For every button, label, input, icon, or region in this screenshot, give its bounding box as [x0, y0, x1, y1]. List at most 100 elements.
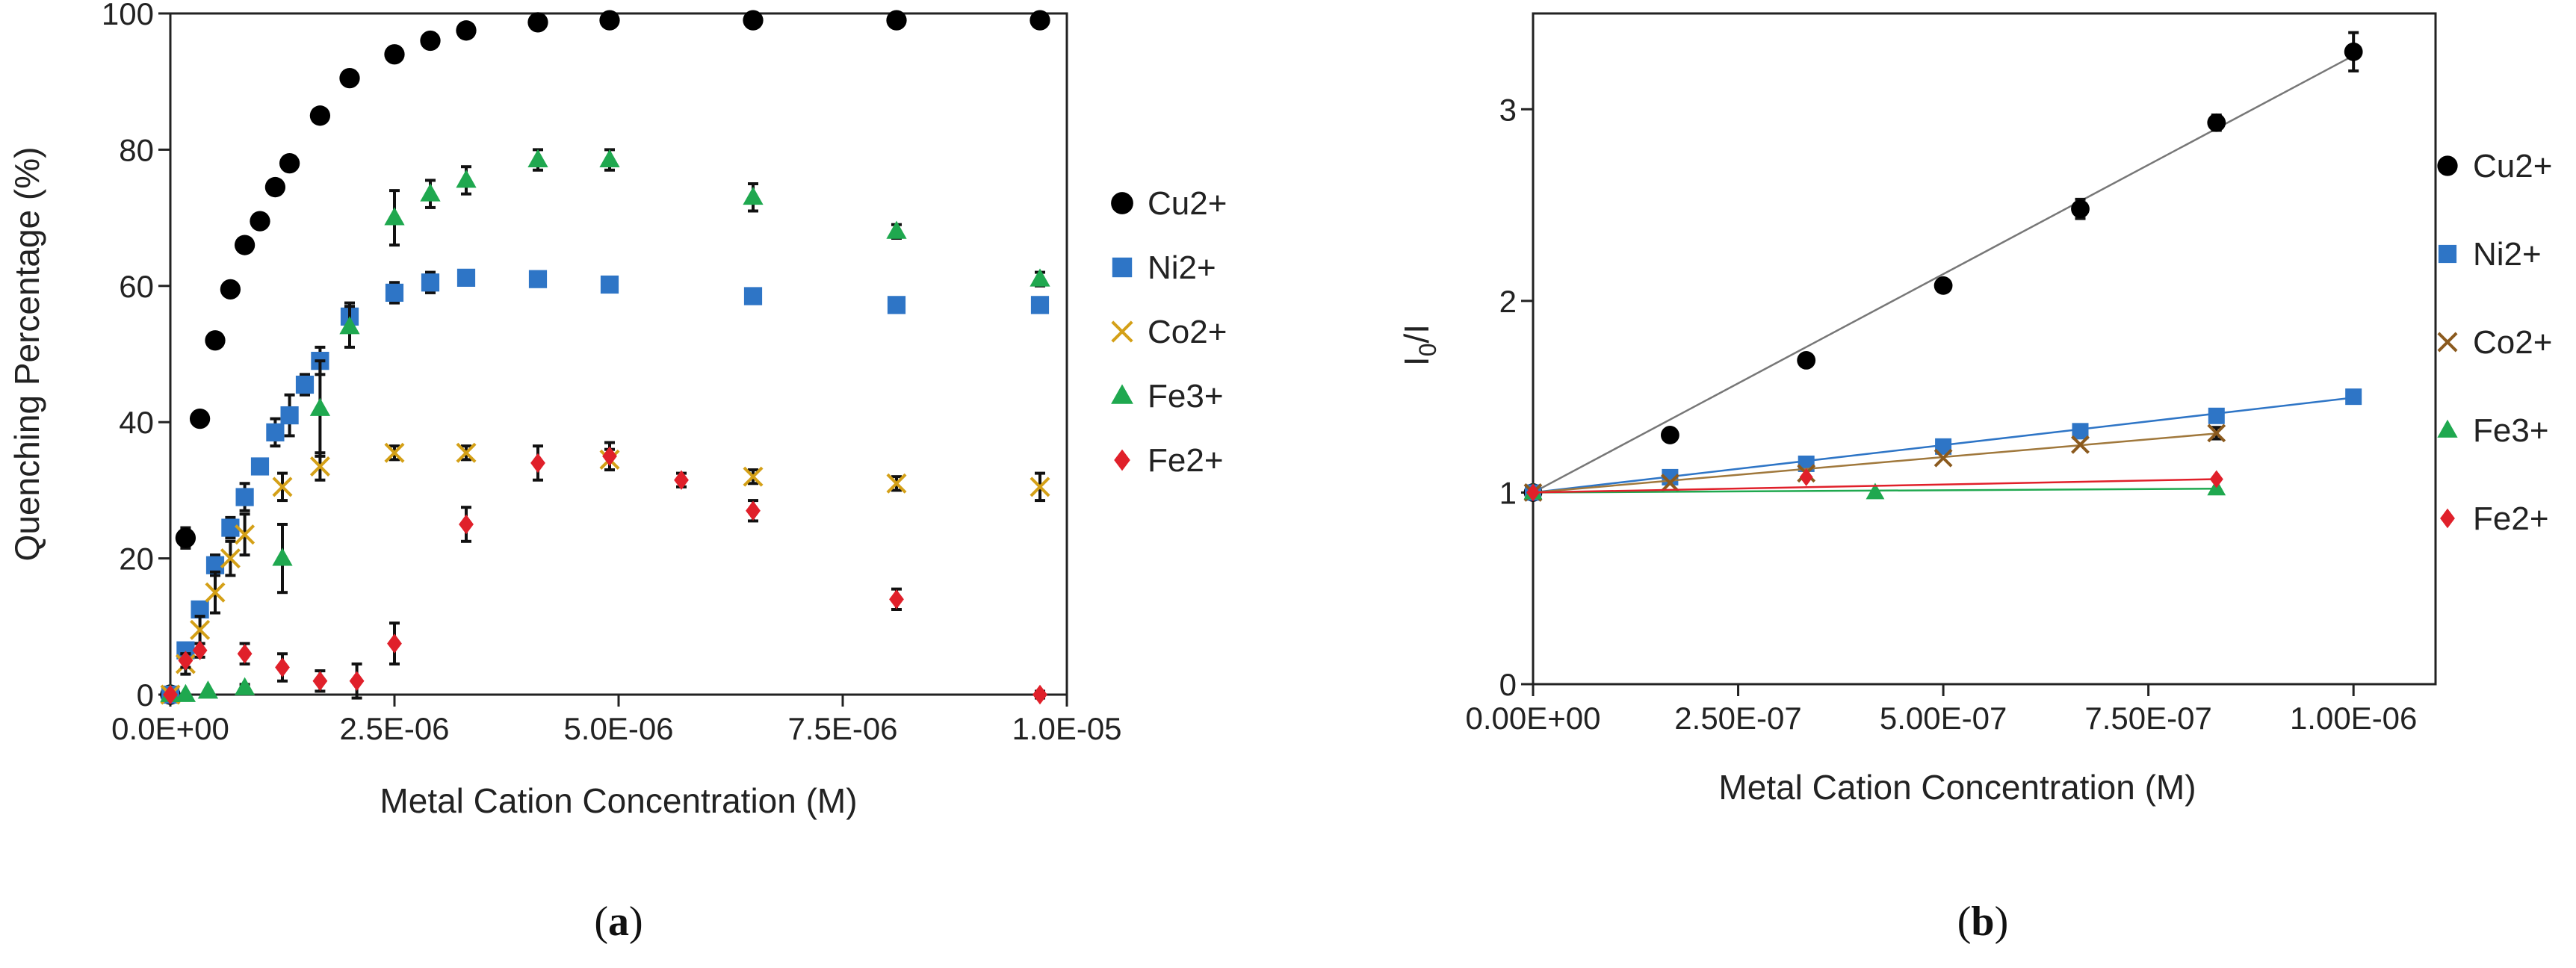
panel-a-point-ni2 [600, 275, 619, 294]
panel-a-point-cu2 [527, 12, 548, 33]
panel-a-y-tick-label: 0 [137, 677, 154, 713]
panel-a-y-tick-label: 80 [119, 132, 154, 167]
panel-b-point-cu2 [2071, 199, 2090, 219]
panel-a-point-fe2 [889, 589, 904, 609]
panel-b-fit-line-cu2 [1532, 55, 2354, 494]
panel-b-caption: (b) [1957, 899, 2008, 945]
panel-b-x-tick-label: 2.50E-07 [1674, 701, 1801, 736]
panel-b-point-cu2 [2344, 42, 2363, 61]
panel-a-point-co2 [1030, 477, 1050, 497]
panel-b-point-ni2 [1935, 438, 1952, 455]
panel-a-point-fe2 [192, 640, 208, 660]
panel-a-point-fe2 [530, 453, 545, 474]
panel-a-point-ni2 [295, 375, 315, 394]
panel-b-y-tick-label: 3 [1499, 92, 1517, 127]
panel-a-point-fe2 [602, 446, 617, 466]
panel-a-legend-marker-fe2 [1114, 449, 1130, 471]
panel-b-y-axis-label: I0/I [1397, 324, 1441, 366]
panel-b-legend-marker-co2 [2437, 332, 2458, 353]
panel-a-ticks: 0.0E+00 2.5E-06 5.0E-06 7.5E-06 1.0E-05 0 20 40… [102, 0, 1122, 746]
panel-b-legend-label-ni2: Ni2+ [2473, 236, 2542, 273]
panel-a-point-cu2 [234, 235, 256, 255]
panel-b-point-cu2 [1797, 350, 1816, 370]
panel-b-legend-label-fe3: Fe3+ [2473, 412, 2549, 449]
panel-a-point-cu2 [743, 10, 764, 31]
panel-a-point-cu2 [264, 176, 286, 198]
panel-a-point-ni2 [743, 287, 763, 305]
panel-a-point-co2 [456, 442, 477, 463]
panel-b-plot-frame [1532, 12, 2437, 686]
panel-a-point-fe2 [178, 651, 193, 671]
panel-b-x-tick-label: 1.00E-06 [2290, 701, 2417, 736]
panel-b-x-tick-label: 7.50E-07 [2084, 701, 2211, 736]
panel-a-x-axis-label: Metal Cation Concentration (M) [380, 781, 857, 820]
panel-a-point-fe2 [312, 671, 328, 691]
panel-a-point-cu2 [189, 409, 211, 429]
panel-a-legend-marker-ni2 [1112, 257, 1133, 278]
panel-b-point-fe2 [2209, 470, 2223, 488]
panel-a-point-ni2 [1030, 296, 1050, 314]
panel-b-legend-marker-fe3 [2437, 419, 2458, 438]
panel-a-point-co2 [272, 477, 293, 497]
panel-a-legend-label-fe2: Fe2+ [1148, 442, 1224, 479]
panel-a-x-tick-label: 5.0E-06 [563, 711, 673, 746]
panel-b-y-tick-label: 2 [1499, 284, 1517, 319]
panel-b-point-co2 [1933, 448, 1953, 468]
panel-a-point-cu2 [384, 44, 405, 65]
panel-b-x-axis-label: Metal Cation Concentration (M) [1718, 768, 2196, 807]
panel-a-point-fe3 [197, 680, 219, 699]
panel-a-y-tick-label: 40 [119, 405, 154, 440]
panel-a-point-cu2 [339, 68, 360, 89]
panel-b-marks [1523, 31, 2363, 502]
panel-a-point-fe2 [275, 657, 290, 677]
panel-b-point-ni2 [2072, 423, 2089, 440]
panel-a-point-co2 [886, 473, 907, 494]
panel-b-fit-line-fe2 [1532, 478, 2217, 494]
panel-a-y-tick-label: 20 [119, 542, 154, 577]
panel-a-point-ni2 [280, 406, 299, 425]
panel-b-point-fe2 [1799, 468, 1813, 486]
panel-a-x-tick-label: 1.0E-05 [1012, 711, 1121, 746]
panel-a-point-fe2 [1032, 684, 1047, 705]
panel-a-legend-marker-fe3 [1111, 384, 1133, 404]
panel-a-point-cu2 [456, 20, 477, 41]
panel-a-point-ni2 [456, 268, 476, 287]
panel-a-point-ni2 [385, 283, 404, 302]
panel-b-y-tick-label: 1 [1499, 475, 1517, 510]
panel-a-point-cu2 [1030, 10, 1050, 31]
panel-b-point-ni2 [2345, 388, 2362, 406]
panel-a-point-cu2 [886, 10, 907, 31]
panel-b-legend-label-cu2: Cu2+ [2473, 148, 2552, 184]
panel-a-point-fe3 [384, 207, 405, 226]
panel-a-point-fe3 [743, 186, 764, 205]
panel-b-legend-marker-cu2 [2437, 155, 2458, 176]
panel-a-legend: Cu2+ Ni2+ Co2+ Fe3+ Fe2+ [1111, 185, 1227, 479]
panel-a-y-axis-label: Quenching Percentage (%) [7, 147, 46, 562]
panel-a-point-fe3 [886, 220, 907, 239]
panel-a-legend-marker-cu2 [1111, 192, 1133, 214]
panel-a-point-ni2 [235, 488, 254, 506]
panel-b-point-fe3 [1866, 483, 1885, 500]
panel-a-point-fe3 [456, 170, 477, 188]
panel-a-point-fe3 [420, 183, 441, 202]
panel-a-x-tick-label: 2.5E-06 [339, 711, 449, 746]
panel-a-x-tick-label: 7.5E-06 [787, 711, 897, 746]
panel-b-legend-label-co2: Co2+ [2473, 324, 2552, 361]
panel-a-point-fe2 [746, 500, 761, 521]
panel-a-point-fe2 [163, 684, 178, 705]
panel-a-point-co2 [205, 582, 226, 603]
panel-b-ticks: 0.00E+00 2.50E-07 5.00E-07 7.50E-07 1.00E-06… [1465, 92, 2417, 736]
panel-a-point-fe3 [175, 683, 196, 702]
panel-b-legend: Cu2+ Ni2+ Co2+ Fe3+ Fe2+ [2437, 148, 2552, 537]
panel-a-point-co2 [235, 524, 256, 545]
panel-b-point-ni2 [2208, 407, 2225, 424]
panel-a-plot-frame [169, 12, 1068, 696]
panel-b-point-fe2 [1526, 483, 1540, 502]
panel-b-legend-label-fe2: Fe2+ [2473, 500, 2549, 537]
panel-a-point-co2 [743, 466, 764, 487]
panel-b-legend-marker-fe2 [2440, 508, 2455, 529]
panel-a-point-fe2 [349, 671, 365, 691]
panel-a-y-tick-label: 60 [119, 269, 154, 304]
panel-a-point-fe3 [309, 397, 331, 416]
panel-a-point-fe2 [674, 470, 689, 490]
